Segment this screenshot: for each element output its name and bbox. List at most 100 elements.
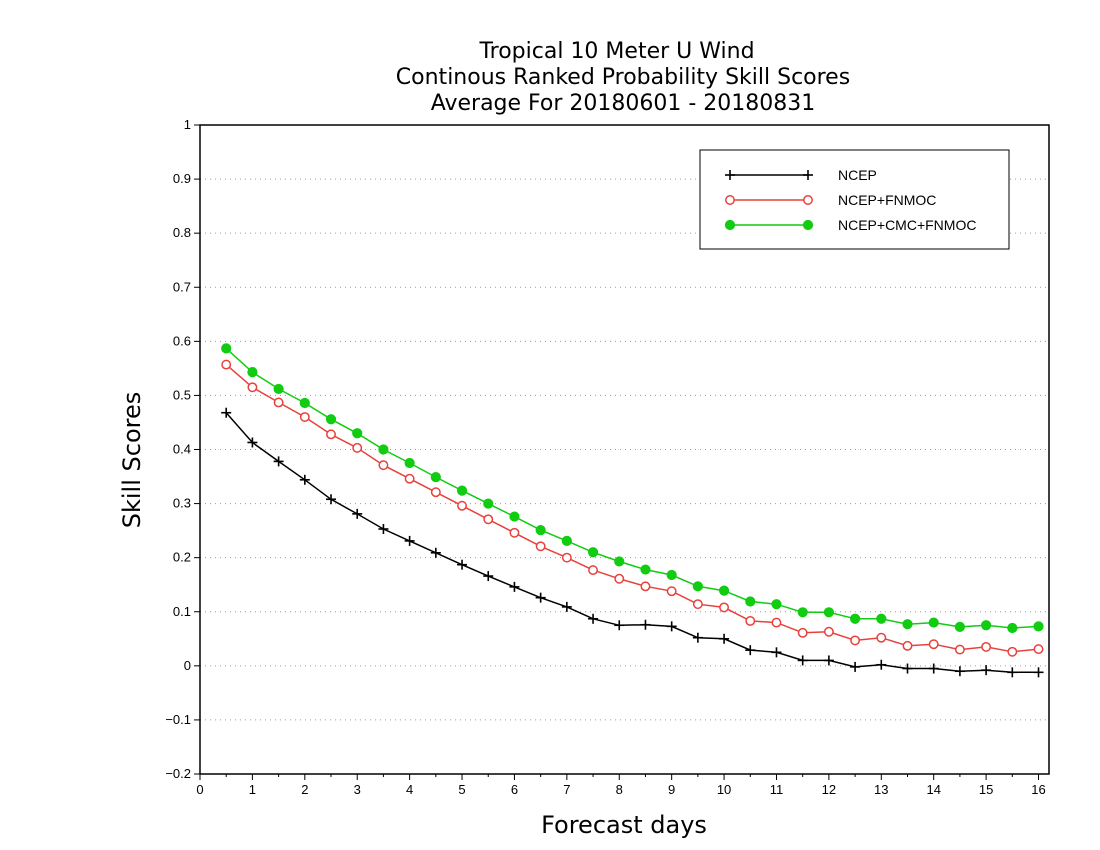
data-point [981,665,992,676]
legend-label: NCEP+CMC+FNMOC [838,217,976,233]
data-point [954,621,966,632]
data-point [1007,622,1018,634]
legend-marker [724,219,736,231]
legend-marker [725,170,735,180]
y-tick-label: 0.2 [173,550,191,565]
chart-title-line-1: Tropical 10 Meter U Wind [478,39,754,64]
data-point [902,619,913,630]
data-point [587,547,599,558]
x-tick-label: 9 [668,782,675,797]
data-point [509,581,520,592]
data-point [771,617,782,628]
legend-label: NCEP+FNMOC [838,192,936,208]
plot-frame [199,124,1050,775]
legend: NCEP NCEP+FNMOC NCEP+CMC+FNMOC [699,149,1010,250]
data-point [273,383,284,395]
data-point [1007,646,1018,657]
data-point [535,592,546,603]
legend-item: NCEP+CMC+FNMOC [724,217,976,233]
data-point [981,641,992,652]
data-point [430,547,441,558]
x-tick-label: 11 [770,782,784,797]
x-tick-label: 15 [979,782,993,797]
data-point [273,456,284,467]
data-point [902,640,913,651]
data-point [561,601,572,612]
data-point [954,666,965,677]
y-axis-label: Skill Scores [118,392,146,529]
legend-label: NCEP [838,167,877,183]
data-point [1033,621,1044,632]
data-point [745,596,756,607]
data-point [588,613,599,624]
y-tick-label: 0.8 [173,225,191,240]
x-tick-label: 4 [406,782,413,797]
legend-marker [802,219,814,231]
data-point [797,655,808,666]
x-tick-label: 3 [354,782,361,797]
y-tick-label: −0.1 [165,712,191,727]
data-point [640,581,651,592]
y-tick-label: 1 [184,117,191,132]
data-point [771,599,782,610]
data-point [745,645,756,656]
data-point [614,620,625,631]
data-point [430,487,441,498]
y-tick-label: 0.1 [173,604,191,619]
data-point [666,569,677,581]
x-tick-label: 7 [563,782,570,797]
data-point [640,619,651,630]
data-point [509,511,520,522]
data-point [850,635,861,646]
data-point [692,599,703,610]
y-tick-label: 0.6 [173,333,191,348]
x-tick-label: 0 [196,782,203,797]
x-tick-label: 1 [249,782,256,797]
data-point [404,535,415,546]
data-point [483,514,494,525]
data-point [692,632,703,643]
y-tick-label: 0.5 [173,387,191,402]
y-tick-label: 0.7 [173,279,191,294]
data-point [719,602,730,613]
data-point [326,494,337,505]
data-point [876,659,887,670]
data-point [928,663,939,674]
data-point [404,457,415,469]
data-point [221,407,232,418]
data-point [588,565,599,576]
series-1 [221,359,1044,657]
x-tick-label: 8 [616,782,623,797]
data-point [876,613,887,624]
data-point [352,508,363,519]
x-tick-label: 16 [1031,782,1045,797]
data-point [666,586,677,597]
data-point [457,500,467,511]
data-point [325,414,337,425]
data-point [614,573,625,584]
data-point [404,473,415,484]
data-point [561,552,572,563]
legend-marker [803,195,813,205]
data-point [719,633,730,644]
data-point [797,627,808,638]
data-point [614,556,625,567]
data-point [247,367,258,378]
data-point [326,429,336,440]
chart-title-line-2: Continous Ranked Probability Skill Score… [396,65,850,90]
data-point [1007,667,1018,678]
y-tick-label: 0.9 [173,171,191,186]
legend-item: NCEP+FNMOC [725,192,936,208]
data-point [483,498,494,509]
x-tick-label: 14 [926,782,940,797]
legend-marker [803,170,813,180]
data-point [509,527,520,538]
series-0 [221,407,1044,678]
y-tick-label: 0 [184,658,191,673]
y-tick-label: −0.2 [165,766,191,781]
series-line [225,412,1039,674]
data-point [666,621,677,632]
data-point [299,397,310,409]
x-tick-label: 2 [301,782,308,797]
data-point [640,564,651,575]
